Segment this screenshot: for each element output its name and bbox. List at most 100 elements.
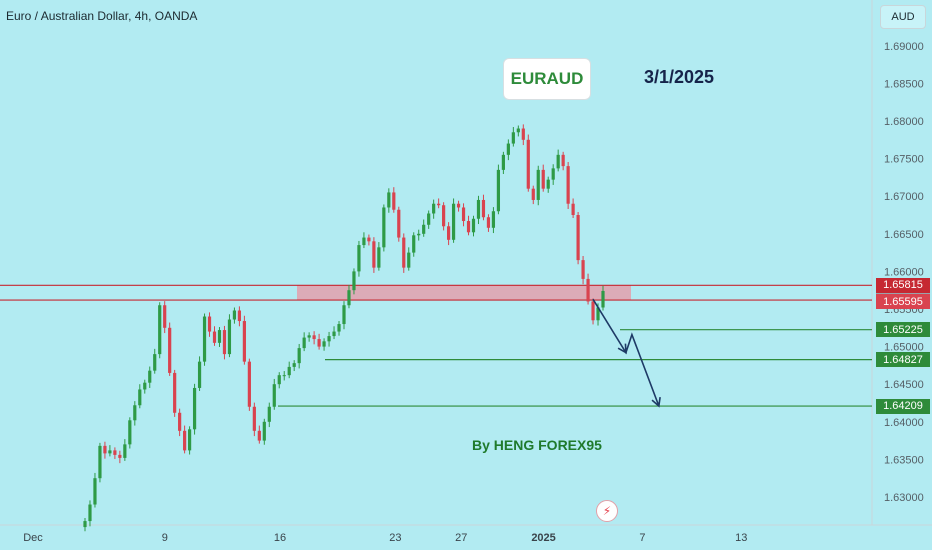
price-axis-label: 1.64209	[876, 398, 930, 414]
price-axis-label: 1.65225	[876, 322, 930, 338]
candle-body	[118, 454, 122, 458]
candle-body	[262, 421, 266, 441]
candle-body	[496, 169, 501, 212]
candle-body	[481, 199, 486, 218]
candle-body	[417, 233, 421, 236]
candle-body	[307, 335, 311, 338]
candle-body	[93, 478, 97, 505]
candle-body	[601, 290, 605, 308]
candle-body	[312, 335, 316, 340]
candle-body	[242, 321, 246, 362]
candle-body	[586, 278, 590, 302]
y-tick-label: 1.69000	[884, 41, 924, 53]
candle-body	[342, 305, 346, 325]
x-tick-label: 16	[274, 532, 286, 544]
x-tick-label: 27	[455, 532, 467, 544]
candle-body	[337, 324, 341, 332]
candle-body	[178, 412, 182, 431]
candle-body	[372, 241, 376, 268]
x-tick-label: 9	[162, 532, 168, 544]
candle-body	[202, 316, 207, 362]
candle-body	[237, 310, 242, 322]
candle-body	[187, 429, 192, 451]
candle-body	[347, 290, 351, 306]
candle-body	[432, 203, 436, 214]
candle-body	[83, 521, 87, 528]
x-tick-label: Dec	[23, 532, 43, 544]
x-tick-label: 23	[389, 532, 401, 544]
candle-body	[88, 504, 92, 522]
y-tick-label: 1.66000	[884, 266, 924, 278]
candle-body	[128, 420, 132, 445]
y-tick-label: 1.68500	[884, 78, 924, 90]
candle-body	[591, 301, 595, 321]
candle-body	[282, 375, 286, 377]
candle-body	[267, 406, 271, 422]
candle-body	[357, 245, 361, 272]
candle-body	[362, 237, 366, 246]
date-annotation: 3/1/2025	[644, 67, 715, 87]
candle-body	[158, 305, 162, 355]
candle-body	[217, 330, 222, 343]
candle-body	[566, 166, 570, 204]
x-tick-label: 7	[639, 532, 645, 544]
candle-body	[382, 207, 386, 248]
candle-body	[551, 168, 555, 180]
author-annotation: By HENG FOREX95	[472, 437, 602, 453]
candle-body	[407, 252, 411, 268]
candle-body	[471, 218, 476, 233]
candle-body	[207, 316, 212, 332]
candle-body	[148, 370, 152, 383]
candle-body	[98, 445, 102, 479]
candle-body	[392, 192, 396, 210]
candle-body	[252, 406, 256, 431]
candle-body	[197, 361, 202, 388]
candle-body	[183, 430, 187, 451]
candle-body	[387, 192, 391, 208]
candle-body	[163, 305, 167, 328]
y-tick-label: 1.68000	[884, 116, 924, 128]
candle-body	[192, 387, 197, 430]
projection-arrow	[592, 298, 660, 407]
candle-body	[232, 310, 237, 320]
candle-body	[277, 375, 281, 385]
candle-body	[103, 445, 107, 454]
candle-body	[556, 154, 560, 169]
candle-body	[113, 450, 117, 455]
candle-body	[222, 330, 227, 355]
candle-body	[486, 217, 491, 228]
candle-body	[561, 154, 565, 167]
candle-body	[168, 327, 172, 373]
symbol-label-text: EURAUD	[510, 69, 584, 88]
candle-body	[332, 331, 336, 337]
candle-body	[397, 209, 401, 238]
candle-body	[422, 224, 426, 234]
candle-body	[317, 339, 321, 347]
candle-body	[292, 363, 296, 367]
candle-body	[108, 450, 112, 454]
candle-body	[352, 271, 356, 291]
candle-body	[451, 203, 456, 240]
candle-body	[367, 237, 371, 242]
candle-body	[541, 169, 545, 189]
candle-body	[442, 205, 446, 227]
symbol-label: EURAUD	[503, 58, 591, 100]
lightning-bolt-icon[interactable]: ⚡	[596, 500, 618, 522]
candle-body	[143, 382, 147, 390]
candle-body	[287, 366, 291, 376]
candle-body	[491, 211, 496, 228]
candle-body	[437, 203, 441, 206]
currency-button[interactable]: AUD	[880, 5, 926, 29]
candle-body	[173, 372, 177, 413]
candle-body	[516, 128, 520, 133]
price-axis-label: 1.65595	[876, 294, 930, 310]
candle-body	[227, 319, 232, 355]
candle-body	[153, 354, 157, 371]
candle-body	[297, 348, 301, 364]
candle-body	[133, 405, 137, 421]
price-axis-label: 1.64827	[876, 352, 930, 368]
supply-zone	[297, 285, 631, 301]
candle-body	[501, 154, 505, 170]
arrow-head	[651, 396, 661, 408]
